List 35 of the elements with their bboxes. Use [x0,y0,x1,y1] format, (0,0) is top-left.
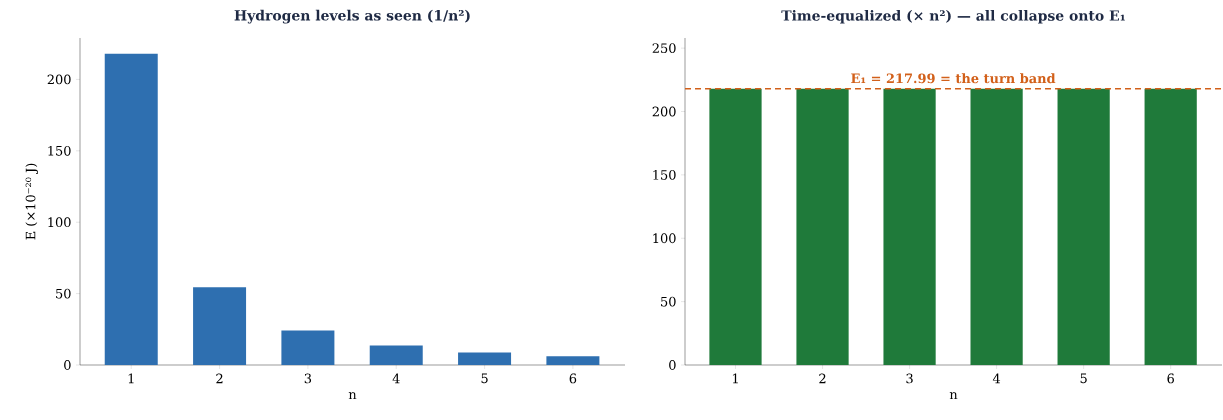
bar [104,53,158,365]
x-tick-label: 3 [906,373,913,384]
x-tick-label: 2 [216,373,223,384]
y-tick-label: 200 [47,74,71,85]
x-tick-label: 6 [1167,373,1174,384]
x-tick-label: 6 [569,373,577,384]
x-axis-title: n [348,392,357,400]
bar [369,345,423,365]
bar [546,356,600,365]
y-axis-title: E (×10⁻²⁰ J) [25,163,38,240]
y-tick-label: 150 [653,169,676,180]
y-tick-label: 250 [652,43,676,54]
x-tick-label: 3 [304,373,312,384]
x-tick-label: 4 [992,373,1001,384]
x-tick-label: 1 [732,373,738,384]
y-tick-label: 150 [48,145,71,156]
bar [193,287,247,365]
bar [281,330,335,365]
x-tick-label: 5 [481,373,488,384]
x-tick-label: 1 [128,373,134,384]
x-tick-label: 5 [1080,373,1087,384]
y-tick-label: 0 [669,360,676,370]
ref-line-label: E₁ = 217.99 = the turn band [851,73,1056,84]
x-tick-label: 4 [392,373,400,384]
x-tick-label: 2 [819,373,826,384]
chart-title: Time-equalized (× n²) — all collapse onto E₁ [781,10,1125,24]
y-tick-label: 0 [64,360,71,370]
x-axis-title: n [949,392,958,400]
y-tick-label: 50 [56,288,71,299]
y-tick-label: 50 [661,296,676,307]
bar [458,352,512,365]
y-tick-label: 200 [652,106,676,117]
y-tick-label: 100 [653,233,676,244]
chart-title: Hydrogen levels as seen (1/n²) [234,9,470,24]
y-tick-label: 100 [48,217,71,228]
